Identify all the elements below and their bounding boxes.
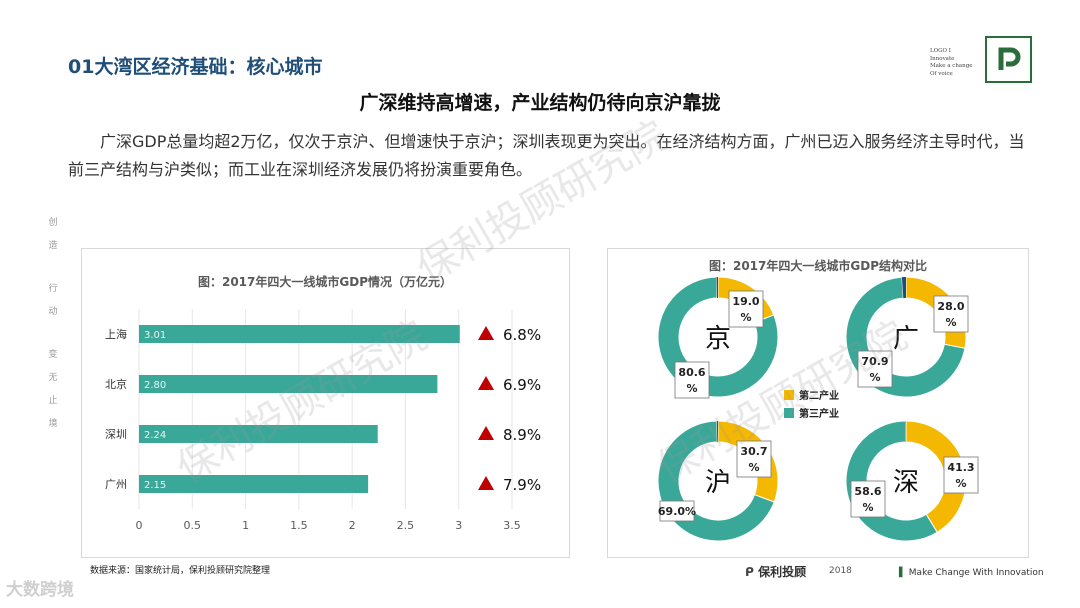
bar-chart-title: 图：2017年四大一线城市GDP情况（万亿元） — [198, 274, 452, 289]
secondary-share-label-box — [933, 295, 969, 333]
legend-label: 第二产业 — [799, 389, 839, 402]
growth-rate-label: 6.9% — [503, 376, 541, 394]
gdp-structure-chart-panel: 图：2017年四大一线城市GDP结构对比 京 19.0% 80.6% 广 28.0% 70… — [607, 248, 1029, 558]
secondary-share-label: 30.7 — [740, 445, 767, 458]
gdp-bar — [139, 325, 460, 343]
donut-chart-title: 图：2017年四大一线城市GDP结构对比 — [709, 258, 927, 273]
tertiary-share-label: 58.6 — [854, 485, 881, 498]
gdp-bar-chart: 图：2017年四大一线城市GDP情况（万亿元） 0 0.5 1 1.5 2 2.5 3 3.5… — [105, 274, 541, 532]
x-tick-label: 0.5 — [184, 519, 202, 532]
x-tick-label: 1 — [242, 519, 249, 532]
growth-rate-label: 7.9% — [503, 476, 541, 494]
brand-logo-icon — [985, 36, 1032, 83]
x-tick-label: 1.5 — [290, 519, 308, 532]
bar-value-label: 2.15 — [144, 480, 166, 491]
slogan-mark-icon: ▌ — [899, 568, 906, 578]
growth-up-triangle-icon — [478, 426, 494, 440]
tertiary-share-label: % — [686, 382, 697, 395]
brand-p-icon: ᑭ — [745, 565, 759, 579]
legend-swatch — [784, 408, 794, 418]
primary-industry-slice — [716, 277, 718, 299]
tertiary-share-label-box — [857, 350, 893, 388]
category-label: 上海 — [105, 327, 127, 341]
legend-label: 第三产业 — [799, 407, 839, 420]
gdp-bar — [139, 375, 438, 393]
x-tick-label: 3.5 — [503, 519, 521, 532]
growth-rate-label: 8.9% — [503, 426, 541, 444]
category-label: 深圳 — [105, 428, 127, 441]
donut-city-label: 沪 — [705, 468, 731, 498]
gdp-bar-chart-panel: 图：2017年四大一线城市GDP情况（万亿元） 0 0.5 1 1.5 2 2.5 3 3.5… — [81, 248, 570, 558]
category-label: 北京 — [105, 377, 127, 391]
secondary-share-label-box — [736, 440, 772, 478]
category-label: 广州 — [105, 478, 127, 491]
x-tick-label: 2.5 — [397, 519, 415, 532]
tertiary-share-label-box — [659, 500, 695, 522]
x-tick-label: 0 — [136, 519, 143, 532]
summary-paragraph: 广深GDP总量均超2万亿，仅次于京沪、但增速快于京沪；深圳表现更为突出。在经济结… — [68, 132, 1025, 179]
slogan-char: 造 — [48, 241, 58, 251]
legend-swatch — [784, 390, 794, 400]
x-tick-label: 2 — [349, 519, 356, 532]
vertical-slogan: 创 造 行 动 变 无 止 境 — [46, 215, 60, 439]
tertiary-share-label-box — [674, 361, 710, 399]
secondary-share-label: 19.0 — [732, 295, 759, 308]
secondary-share-label-box — [943, 456, 979, 494]
secondary-share-label: % — [740, 311, 751, 324]
gdp-bar — [139, 425, 378, 443]
bar-value-label: 3.01 — [144, 330, 166, 341]
growth-up-triangle-icon — [478, 376, 494, 390]
tertiary-share-label: % — [869, 371, 880, 384]
tertiary-share-label: 69.0% — [658, 505, 696, 518]
slogan-char: 变 — [48, 350, 58, 360]
secondary-share-label: 28.0 — [937, 300, 964, 313]
growth-up-triangle-icon — [478, 476, 494, 490]
corner-watermark: 大数跨境 — [6, 580, 74, 600]
data-source: 数据来源：国家统计局，保利投顾研究院整理 — [90, 566, 271, 576]
slogan-char: 动 — [48, 307, 58, 317]
gdp-structure-donut-chart: 图：2017年四大一线城市GDP结构对比 京 19.0% 80.6% 广 28.0% 70… — [657, 258, 979, 542]
slogan-char: 行 — [48, 284, 58, 294]
donut-city-label: 广 — [893, 324, 919, 354]
gdp-bar — [139, 475, 369, 493]
growth-rate-label: 6.8% — [503, 326, 541, 344]
footer-year: 2018 — [829, 566, 852, 576]
logo-line: Of voice — [930, 70, 953, 77]
section-title: 01大湾区经济基础：核心城市 — [68, 56, 323, 78]
slogan-char: 境 — [48, 419, 58, 429]
secondary-share-label: % — [748, 461, 759, 474]
x-tick-label: 3 — [455, 519, 462, 532]
secondary-share-label: 41.3 — [947, 461, 974, 474]
bar-value-label: 2.80 — [144, 380, 166, 391]
tertiary-share-label: 70.9 — [861, 355, 888, 368]
slogan-char: 止 — [48, 396, 58, 406]
secondary-share-label: % — [955, 477, 966, 490]
footer-slogan: ▌ Make Change With Innovation — [899, 568, 1044, 578]
growth-up-triangle-icon — [478, 326, 494, 340]
slogan-char: 创 — [48, 218, 58, 228]
donut-city-label: 深 — [893, 468, 919, 498]
tertiary-share-label: 80.6 — [678, 366, 705, 379]
tertiary-share-label: % — [862, 501, 873, 514]
secondary-share-label: % — [945, 316, 956, 329]
logo-tagline: LOGO I Innovate Make a change Of voice — [930, 48, 982, 78]
donut-city-label: 京 — [705, 324, 731, 354]
logo-line: Innovate — [930, 55, 955, 62]
slogan-char: 无 — [48, 373, 58, 383]
primary-industry-slice — [901, 277, 906, 299]
tertiary-share-label-box — [850, 480, 886, 518]
logo-line: Make a change — [930, 63, 973, 69]
primary-industry-slice — [716, 421, 718, 443]
secondary-industry-slice — [905, 420, 967, 533]
headline: 广深维持高增速，产业结构仍待向京沪靠拢 — [359, 92, 721, 114]
secondary-share-label-box — [728, 290, 764, 328]
footer-brand: ᑭ 保利投顾 — [745, 563, 806, 580]
footer-brand-name: 保利投顾 — [758, 565, 807, 579]
footer-slogan-text: Make Change With Innovation — [908, 568, 1044, 578]
bar-value-label: 2.24 — [144, 430, 166, 441]
logo-line: LOGO I — [930, 48, 951, 54]
